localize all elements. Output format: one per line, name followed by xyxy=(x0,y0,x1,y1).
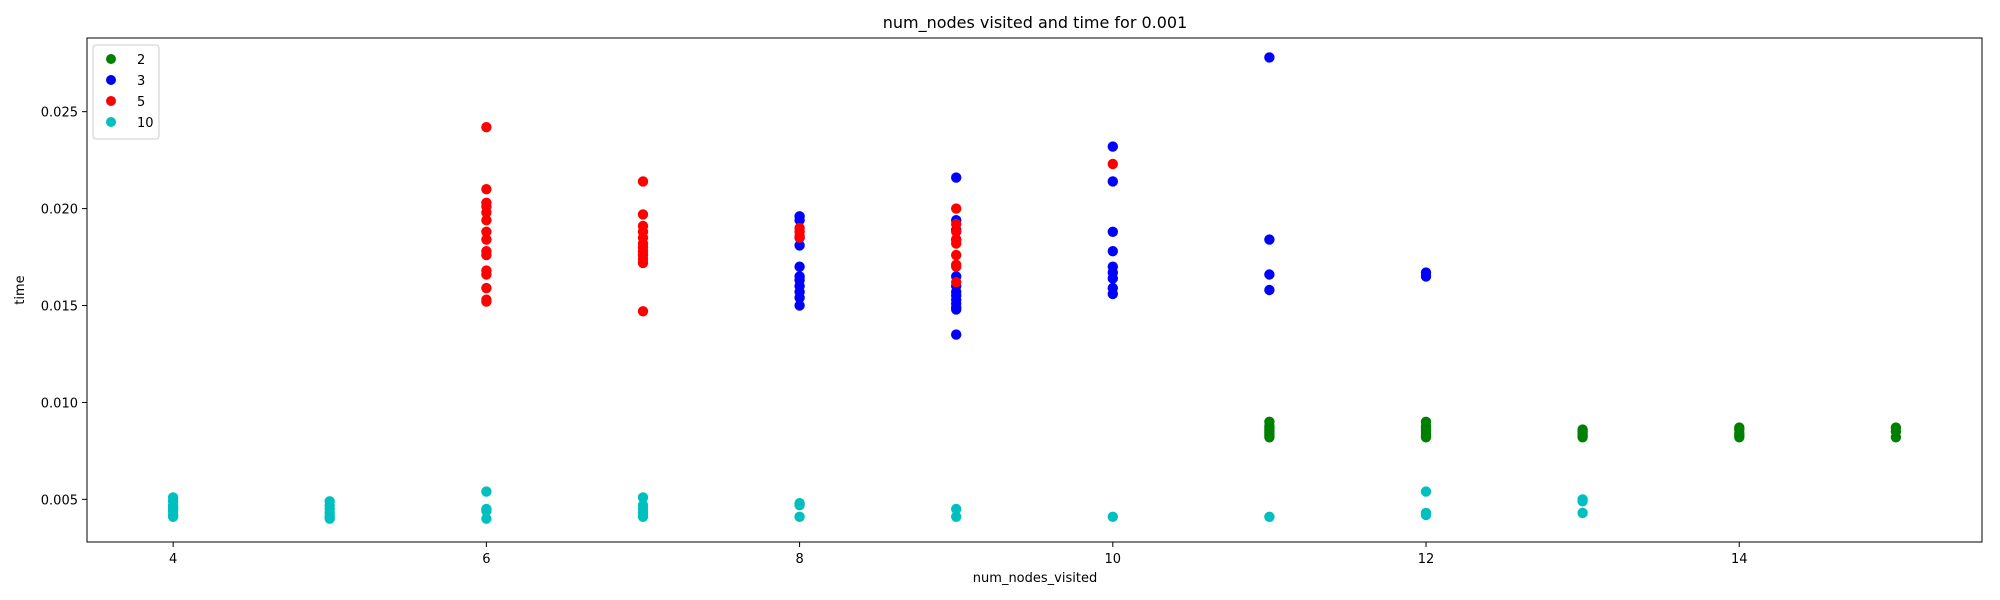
x-tick-label: 6 xyxy=(482,552,490,567)
data-point xyxy=(1264,511,1275,522)
data-point xyxy=(637,511,649,522)
y-tick-label: 0.010 xyxy=(41,396,78,411)
data-point xyxy=(1420,271,1432,282)
legend: 2 3 5 10 xyxy=(92,44,160,140)
data-point xyxy=(1107,176,1119,187)
axes-frame xyxy=(86,37,1983,543)
data-point xyxy=(951,277,962,288)
series-2 xyxy=(1264,416,1902,443)
y-axis-label: time xyxy=(13,275,28,304)
data-point xyxy=(481,226,492,237)
legend-box xyxy=(92,44,160,140)
data-point xyxy=(637,306,649,317)
data-point xyxy=(1577,496,1588,507)
legend-marker xyxy=(106,75,116,85)
x-tick-label: 4 xyxy=(169,552,177,567)
data-point xyxy=(1107,288,1119,300)
legend-label: 5 xyxy=(137,95,145,110)
data-point xyxy=(1577,507,1588,519)
data-point xyxy=(481,234,492,245)
data-point xyxy=(951,249,962,261)
data-point xyxy=(1107,226,1119,237)
data-point xyxy=(794,300,805,311)
data-point xyxy=(324,513,335,524)
data-point xyxy=(481,513,492,524)
data-point xyxy=(794,292,805,303)
data-point xyxy=(794,511,805,522)
data-point xyxy=(481,296,492,307)
data-point xyxy=(1107,246,1119,257)
data-point xyxy=(794,500,805,511)
data-point xyxy=(637,209,649,220)
x-axis-label: num_nodes_visited xyxy=(973,571,1097,586)
data-point xyxy=(167,511,179,522)
chart-title: num_nodes visited and time for 0.001 xyxy=(883,13,1188,33)
data-point xyxy=(1107,511,1119,522)
data-point xyxy=(1890,432,1902,443)
legend-label: 3 xyxy=(137,74,145,89)
data-point xyxy=(1420,432,1432,443)
data-point xyxy=(951,238,962,249)
data-point xyxy=(794,240,805,251)
data-point xyxy=(481,184,492,195)
data-point xyxy=(1420,486,1432,497)
series-10 xyxy=(167,486,1588,524)
x-tick-label: 10 xyxy=(1105,552,1122,567)
data-point xyxy=(1107,273,1119,284)
data-point xyxy=(481,486,492,497)
legend-marker xyxy=(106,117,116,127)
x-tick-label: 8 xyxy=(795,552,803,567)
data-point xyxy=(951,329,962,340)
x-tick-label: 14 xyxy=(1731,552,1748,567)
data-point xyxy=(481,249,492,261)
data-point xyxy=(637,257,649,269)
data-point xyxy=(951,511,962,522)
data-point xyxy=(1107,158,1119,170)
data-point xyxy=(481,505,492,517)
legend-marker xyxy=(106,54,116,64)
data-point xyxy=(637,176,649,187)
data-point xyxy=(1264,432,1275,443)
y-tick-label: 0.005 xyxy=(41,493,78,508)
data-point xyxy=(1577,432,1588,443)
data-point xyxy=(951,203,962,214)
data-point xyxy=(1264,234,1275,245)
data-point xyxy=(1734,432,1745,443)
data-point xyxy=(794,215,805,226)
data-point xyxy=(951,226,962,237)
y-tick-label: 0.025 xyxy=(41,106,78,121)
y-tick-label: 0.020 xyxy=(41,203,78,218)
data-point xyxy=(1264,284,1275,296)
data-point xyxy=(1420,509,1432,521)
data-point xyxy=(481,207,492,218)
data-point xyxy=(1107,141,1119,152)
data-point xyxy=(951,172,962,183)
legend-marker xyxy=(106,96,116,106)
data-point xyxy=(481,215,492,226)
data-point xyxy=(481,282,492,294)
legend-label: 2 xyxy=(137,53,145,68)
x-tick-label: 12 xyxy=(1418,552,1435,567)
data-point xyxy=(951,503,962,515)
data-point xyxy=(481,269,492,280)
y-tick-label: 0.015 xyxy=(41,300,78,315)
series-5 xyxy=(481,122,1119,317)
data-point xyxy=(637,492,649,503)
data-point xyxy=(794,232,805,243)
data-point xyxy=(951,304,962,315)
legend-label: 10 xyxy=(137,116,154,131)
data-point xyxy=(481,122,492,133)
data-point xyxy=(1264,269,1275,280)
data-point xyxy=(951,218,962,230)
data-point xyxy=(794,261,805,272)
data-point xyxy=(1264,52,1275,63)
plot-area: 4 6 8 10 12 14 0.005 0.010 0.015 0.020 0.025 xyxy=(41,37,1983,567)
data-point xyxy=(951,261,962,272)
